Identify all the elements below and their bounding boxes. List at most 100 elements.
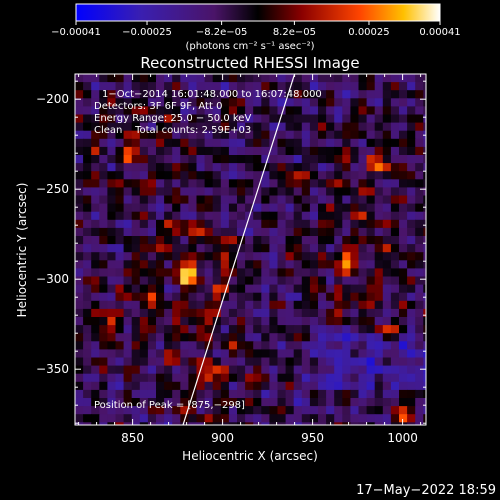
heatmap-cell xyxy=(309,203,319,213)
heatmap-cell xyxy=(342,171,351,180)
heatmap-cell xyxy=(407,292,416,302)
heatmap-cell xyxy=(350,244,360,253)
heatmap-cell xyxy=(407,244,416,253)
heatmap-cell xyxy=(75,381,84,391)
heatmap-cell xyxy=(253,171,262,180)
heatmap-cell xyxy=(390,179,400,188)
heatmap-cell xyxy=(83,292,92,302)
heatmap-cell xyxy=(75,211,84,221)
heatmap-cell xyxy=(350,203,360,213)
heatmap-cell xyxy=(91,349,100,359)
heatmap-cell xyxy=(131,211,141,221)
heatmap-cell xyxy=(285,252,295,261)
heatmap-cell xyxy=(115,122,125,132)
heatmap-cell xyxy=(188,317,198,326)
heatmap-cell xyxy=(196,195,206,205)
heatmap-cell xyxy=(423,341,426,350)
heatmap-cell xyxy=(342,211,351,221)
heatmap-cell xyxy=(164,276,173,286)
heatmap-cell xyxy=(220,252,230,261)
heatmap-cell xyxy=(334,114,343,124)
heatmap-cell xyxy=(358,179,368,188)
heatmap-cell xyxy=(99,325,108,334)
heatmap-cell xyxy=(123,163,133,172)
heatmap-cell xyxy=(382,122,392,132)
heatmap-cell xyxy=(107,203,117,213)
heatmap-cell xyxy=(407,268,416,278)
heatmap-cell xyxy=(326,74,335,83)
heatmap-cell xyxy=(399,406,408,415)
heatmap-cell xyxy=(293,244,303,253)
heatmap-cell xyxy=(277,414,287,423)
heatmap-cell xyxy=(220,341,230,350)
heatmap-cell xyxy=(342,284,351,294)
heatmap-cell xyxy=(342,82,351,91)
heatmap-cell xyxy=(277,187,287,197)
heatmap-cell xyxy=(212,422,222,425)
heatmap-cell xyxy=(228,317,238,326)
heatmap-cell xyxy=(99,227,108,237)
heatmap-cell xyxy=(237,276,246,286)
heatmap-cell xyxy=(188,203,198,213)
heatmap-cell xyxy=(220,414,230,423)
heatmap-cell xyxy=(204,163,214,172)
heatmap-cell xyxy=(107,389,117,399)
heatmap-cell xyxy=(228,122,238,132)
heatmap-cell xyxy=(237,138,246,148)
heatmap-cell xyxy=(277,244,287,253)
heatmap-cell xyxy=(318,357,327,367)
heatmap-cell xyxy=(342,155,351,164)
heatmap-cell xyxy=(147,365,157,375)
heatmap-cell xyxy=(123,138,133,148)
heatmap-cell xyxy=(237,74,246,83)
heatmap-cell xyxy=(164,179,173,188)
heatmap-cell xyxy=(382,252,392,261)
heatmap-cell xyxy=(212,90,222,99)
heatmap-cell xyxy=(99,187,108,197)
heatmap-cell xyxy=(245,195,254,205)
heatmap-cell xyxy=(269,398,279,407)
heatmap-cell xyxy=(188,98,198,107)
heatmap-cell xyxy=(334,179,343,188)
heatmap-cell xyxy=(285,114,295,124)
heatmap-cell xyxy=(83,82,92,91)
heatmap-cell xyxy=(269,252,279,261)
heatmap-cell xyxy=(366,130,376,140)
heatmap-cell xyxy=(431,90,440,99)
heatmap-cell xyxy=(431,398,440,407)
heatmap-cell xyxy=(204,155,214,164)
heatmap-cell xyxy=(326,430,335,439)
heatmap-cell xyxy=(147,308,157,318)
heatmap-cell xyxy=(253,414,262,423)
heatmap-cell xyxy=(285,211,295,221)
heatmap-cell xyxy=(237,179,246,188)
heatmap-cell xyxy=(390,276,400,286)
heatmap-cell xyxy=(91,260,100,269)
heatmap-cell xyxy=(269,122,279,132)
heatmap-cell xyxy=(423,308,426,318)
heatmap-cell xyxy=(164,90,173,99)
heatmap-cell xyxy=(164,219,173,229)
heatmap-cell xyxy=(285,317,295,326)
heatmap-cell xyxy=(358,138,368,148)
heatmap-cell xyxy=(342,187,351,197)
heatmap-cell xyxy=(91,155,100,164)
heatmap-cell xyxy=(75,317,84,326)
heatmap-cell xyxy=(212,98,222,107)
heatmap-cell xyxy=(131,333,141,342)
heatmap-cell xyxy=(188,138,198,148)
heatmap-cell xyxy=(220,155,230,164)
heatmap-cell xyxy=(172,349,181,359)
heatmap-cell xyxy=(83,276,92,286)
heatmap-cell xyxy=(220,244,230,253)
heatmap-cell xyxy=(423,365,426,375)
heatmap-cell xyxy=(301,276,311,286)
heatmap-cell xyxy=(382,227,392,237)
heatmap-cell xyxy=(115,422,125,425)
heatmap-cell xyxy=(83,236,92,245)
heatmap-cell xyxy=(350,171,360,180)
heatmap-cell xyxy=(196,398,206,407)
heatmap-cell xyxy=(334,268,343,278)
heatmap-cell xyxy=(326,146,335,156)
heatmap-cell xyxy=(156,138,165,148)
